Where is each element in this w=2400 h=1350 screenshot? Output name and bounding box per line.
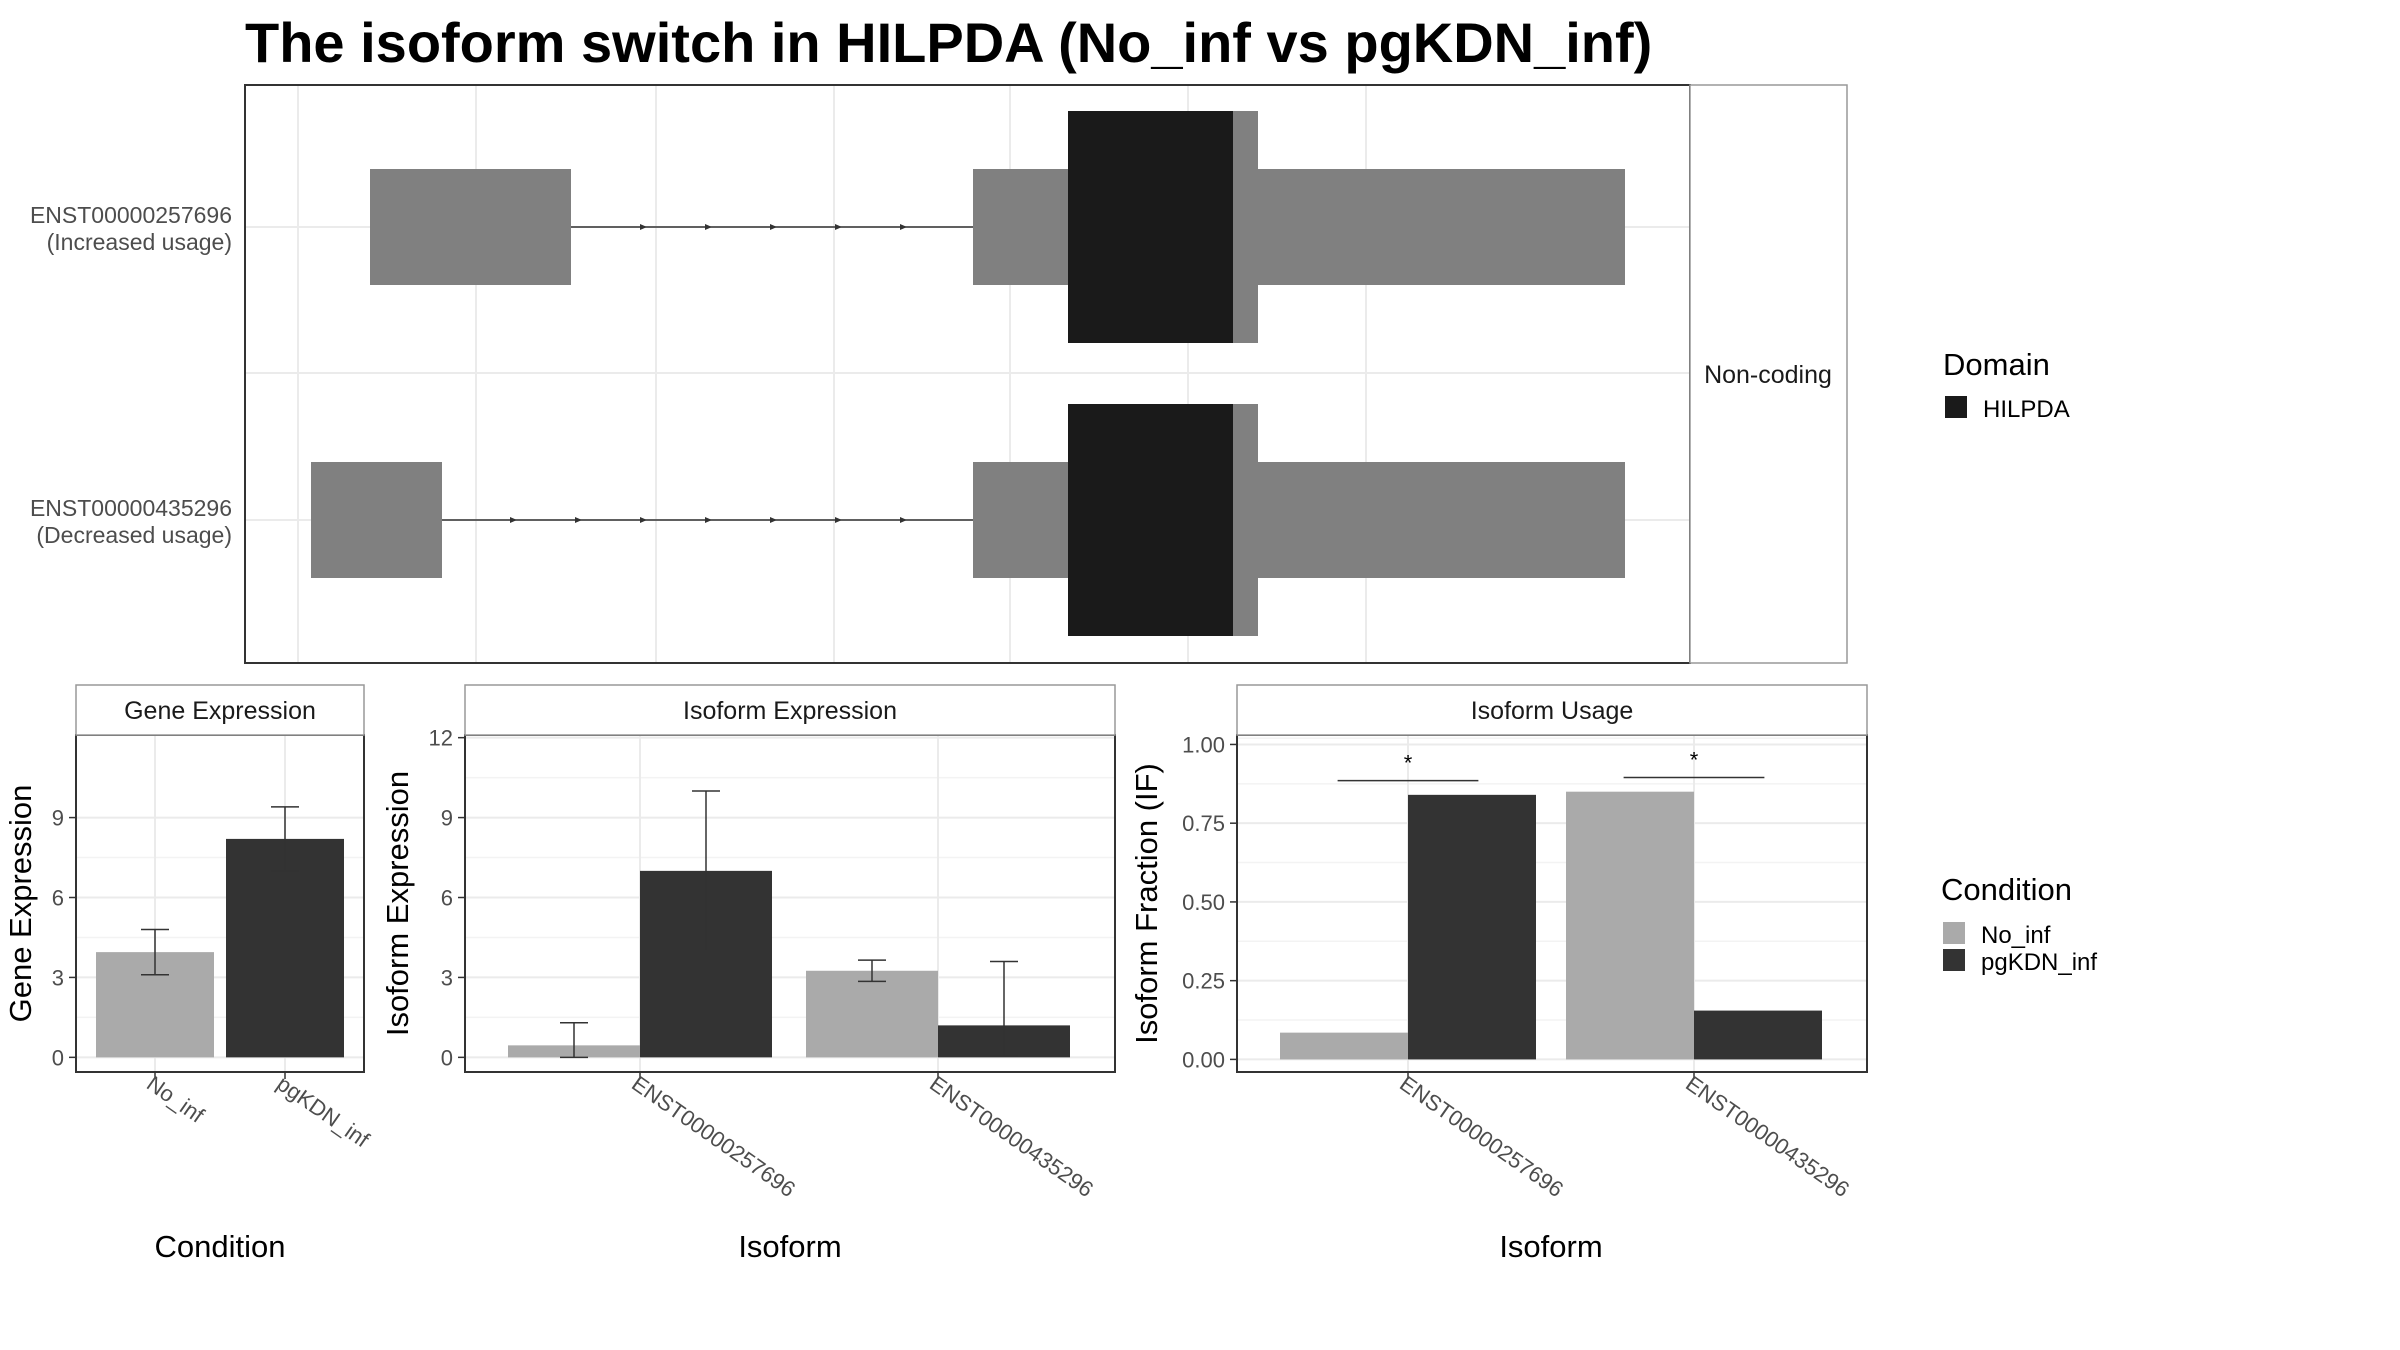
y-tick-label: 0.00 bbox=[1182, 1047, 1225, 1072]
condition-legend-key bbox=[1943, 922, 1965, 944]
panel-strip bbox=[464, 684, 1116, 736]
exon-cds bbox=[1233, 404, 1258, 636]
x-axis-label: Condition bbox=[155, 1229, 286, 1264]
intron-arrow bbox=[835, 224, 842, 230]
bar bbox=[1566, 791, 1694, 1060]
x-tick-label: pgKDN_inf bbox=[272, 1071, 374, 1153]
intron-arrow bbox=[575, 517, 582, 523]
intron-arrow bbox=[640, 224, 647, 230]
intron-arrow bbox=[900, 517, 907, 523]
x-tick-label: ENST00000435296 bbox=[1681, 1071, 1854, 1202]
exon-1 bbox=[311, 462, 442, 578]
domain-legend-title: Domain bbox=[1943, 347, 2050, 382]
isoform-name-label: ENST00000435296 bbox=[30, 495, 232, 521]
panel-strip bbox=[1236, 684, 1868, 736]
isoform-usage-label: (Decreased usage) bbox=[36, 522, 232, 548]
condition-legend-key bbox=[1943, 949, 1965, 971]
bar bbox=[1694, 1010, 1822, 1060]
y-tick-label: 9 bbox=[441, 806, 453, 831]
domain-hilpda bbox=[1068, 404, 1233, 636]
isoform-expression-panel: Isoform Expression 0 3 6 9 12 ENST00000257696 E… bbox=[380, 684, 1116, 1264]
intron-arrow bbox=[705, 517, 712, 523]
condition-legend-title: Condition bbox=[1941, 872, 2072, 907]
y-tick-label: 1.00 bbox=[1182, 732, 1225, 757]
x-axis-label: Isoform bbox=[1499, 1229, 1602, 1264]
bar bbox=[1408, 794, 1536, 1060]
y-tick-label: 9 bbox=[52, 806, 64, 831]
y-tick-label: 0.75 bbox=[1182, 811, 1225, 836]
y-tick-label: 0 bbox=[441, 1045, 453, 1070]
y-tick-label: 0.50 bbox=[1182, 890, 1225, 915]
bar bbox=[1280, 1032, 1408, 1060]
y-axis-label: Isoform Expression bbox=[380, 771, 415, 1036]
panel-strip bbox=[75, 684, 365, 736]
facet-label: Non-coding bbox=[1704, 361, 1832, 389]
intron-arrow bbox=[510, 517, 517, 523]
panel-border bbox=[464, 734, 1116, 1073]
intron-arrow bbox=[835, 517, 842, 523]
x-tick-label: ENST00000257696 bbox=[627, 1071, 800, 1202]
y-axis-label: Gene Expression bbox=[3, 785, 38, 1023]
x-axis-label: Isoform bbox=[738, 1229, 841, 1264]
condition-legend-label: No_inf bbox=[1981, 922, 2051, 949]
intron-arrow bbox=[640, 517, 647, 523]
domain-hilpda bbox=[1068, 111, 1233, 343]
x-tick-label: ENST00000257696 bbox=[1395, 1071, 1568, 1202]
y-tick-label: 0 bbox=[52, 1045, 64, 1070]
domain-legend-label: HILPDA bbox=[1983, 396, 2070, 423]
gene-expression-panel: Gene Expression 0 3 6 9 No_inf pgKDN_inf Condit… bbox=[3, 684, 375, 1264]
y-tick-label: 3 bbox=[52, 965, 64, 990]
significance-star: * bbox=[1404, 751, 1413, 776]
facet-strip bbox=[1689, 84, 1848, 664]
y-axis-label: Isoform Fraction (IF) bbox=[1129, 763, 1164, 1044]
isoform-usage-panel: * * Isoform Usage 0.00 0.25 0.50 0.75 1.00 ENST0… bbox=[1129, 684, 1868, 1264]
y-tick-label: 6 bbox=[52, 886, 64, 911]
y-tick-label: 6 bbox=[441, 886, 453, 911]
isoform-usage-label: (Increased usage) bbox=[47, 229, 232, 255]
exon-1 bbox=[370, 169, 571, 285]
condition-legend-label: pgKDN_inf bbox=[1981, 949, 2097, 976]
isoform-name-label: ENST00000257696 bbox=[30, 202, 232, 228]
intron-arrow bbox=[705, 224, 712, 230]
exon-cds bbox=[1233, 111, 1258, 343]
x-tick-label: No_inf bbox=[142, 1071, 209, 1128]
y-tick-label: 0.25 bbox=[1182, 969, 1225, 994]
y-tick-label: 12 bbox=[429, 726, 453, 751]
isoform-structure-plot: Non-coding ENST00000257696(Increased usag… bbox=[30, 84, 1848, 664]
figure-title: The isoform switch in HILPDA (No_inf vs … bbox=[245, 11, 1652, 74]
bar bbox=[226, 838, 344, 1058]
y-tick-label: 3 bbox=[441, 965, 453, 990]
intron-arrow bbox=[900, 224, 907, 230]
intron-arrow bbox=[770, 517, 777, 523]
intron-arrow bbox=[770, 224, 777, 230]
domain-legend-key bbox=[1945, 396, 1967, 418]
significance-star: * bbox=[1690, 748, 1699, 773]
x-tick-label: ENST00000435296 bbox=[925, 1071, 1098, 1202]
bar bbox=[806, 970, 938, 1058]
panel-title: Isoform Usage bbox=[1471, 697, 1634, 725]
panel-title: Gene Expression bbox=[124, 697, 316, 725]
panel-title: Isoform Expression bbox=[683, 697, 897, 725]
